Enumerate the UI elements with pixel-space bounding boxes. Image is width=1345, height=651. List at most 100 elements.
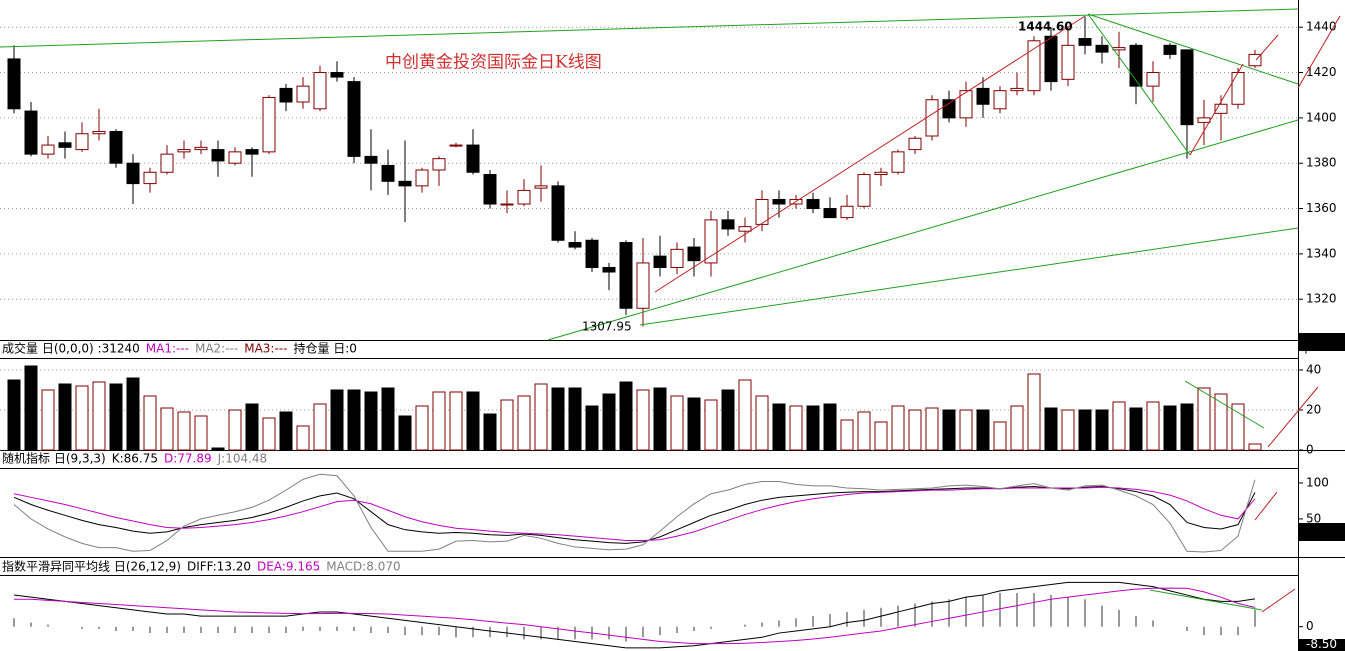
- volume-bar: [313, 403, 327, 451]
- candle-body: [262, 96, 276, 153]
- volume-bar: [330, 389, 344, 451]
- volume-bar: [483, 413, 497, 451]
- volume-bar: [653, 387, 667, 451]
- candle-body: [704, 219, 718, 264]
- candle-body: [177, 149, 191, 153]
- candle-body: [925, 99, 939, 137]
- series-line: [13, 473, 1256, 553]
- candle-body: [143, 171, 157, 185]
- candle-body: [211, 149, 225, 162]
- volume-bar: [755, 395, 769, 451]
- volume-bar: [517, 395, 531, 451]
- candle-body: [857, 174, 871, 207]
- volume-bar: [823, 403, 837, 451]
- volume-bar: [75, 385, 89, 451]
- panel-header: 成交量 日(0,0,0) :31240: [2, 341, 140, 356]
- y-tick-label: 1400: [1306, 110, 1337, 124]
- y-tick-label: 1380: [1306, 156, 1337, 170]
- volume-bar: [364, 391, 378, 451]
- volume-bar: [415, 405, 429, 451]
- candle-body: [92, 130, 106, 135]
- candle-body: [993, 90, 1007, 110]
- candle-body: [1146, 72, 1160, 87]
- volume-bar: [500, 399, 514, 451]
- volume-bar: [449, 391, 463, 451]
- panel-header: MACD:8.070: [326, 560, 400, 574]
- volume-bar: [143, 395, 157, 451]
- candle-body: [1248, 53, 1262, 67]
- y-tick-label: 1440: [1306, 20, 1337, 34]
- candle-body: [1027, 40, 1041, 92]
- panel-header: DIFF:13.20: [187, 560, 251, 574]
- candle-body: [160, 153, 174, 173]
- candle-body: [636, 262, 650, 309]
- candle-body: [75, 133, 89, 151]
- volume-bar: [1061, 409, 1075, 451]
- candle-body: [551, 185, 565, 241]
- volume-bar: [381, 387, 395, 451]
- candle-body: [653, 255, 667, 268]
- candle-body: [126, 162, 140, 185]
- candle-body: [432, 158, 446, 171]
- candle-body: [619, 242, 633, 309]
- marks: 1320 1340 1360 1380 1400 1420 1440 0 20 40 成交量 日(0…: [0, 16, 1337, 651]
- panel-header: 随机指标 日(9,3,3): [2, 451, 106, 466]
- candle-body: [330, 72, 344, 78]
- volume-bar: [942, 409, 956, 451]
- volume-bar: [1129, 407, 1143, 451]
- volume-bar: [670, 395, 684, 451]
- volume-bar: [636, 389, 650, 451]
- series-line: [14, 587, 1256, 645]
- candle-body: [466, 144, 480, 173]
- y-tick-label: 1360: [1306, 201, 1337, 215]
- y-tick-label: 1340: [1306, 246, 1337, 260]
- candle-body: [1180, 49, 1194, 126]
- volume-bar: [432, 391, 446, 451]
- y-tick-label: 1320: [1306, 292, 1337, 306]
- volume-bar: [1146, 401, 1160, 451]
- candle-body: [1231, 72, 1245, 105]
- y-tick-label: 20: [1306, 403, 1321, 417]
- volume-bar: [789, 405, 803, 451]
- volume-bar: [704, 399, 718, 451]
- candle-body: [942, 99, 956, 119]
- y-tick-label: 0: [1306, 619, 1314, 633]
- panel-header: DEA:9.165: [257, 560, 320, 574]
- y-tick-label: 0: [1306, 443, 1314, 457]
- volume-bar: [738, 379, 752, 451]
- annotation: 1444.60: [1018, 20, 1073, 34]
- candle-body: [755, 198, 769, 225]
- volume-bar: [993, 421, 1007, 451]
- candle-body: [1197, 117, 1211, 123]
- volume-bar: [228, 409, 242, 451]
- trendlines: [0, 8, 1341, 613]
- volume-bar: [1197, 387, 1211, 451]
- panel-header: 持仓量 日:0: [293, 341, 357, 356]
- volume-bar: [296, 425, 310, 451]
- candle-body: [398, 180, 412, 187]
- candle-body: [1010, 87, 1024, 92]
- chart-title: 中创黄金投资国际金日K线图: [385, 53, 602, 73]
- candle-body: [534, 185, 548, 189]
- candle-body: [568, 242, 582, 248]
- candle-body: [806, 198, 820, 210]
- volume-bar: [1180, 403, 1194, 451]
- axis-unit: 千: [1300, 342, 1312, 356]
- candle-body: [279, 87, 293, 103]
- candle-body: [959, 90, 973, 119]
- volume-bar: [1044, 407, 1058, 451]
- volume-bar: [568, 387, 582, 451]
- candle-body: [908, 137, 922, 151]
- candle-body: [738, 226, 752, 232]
- volume-bar: [840, 419, 854, 451]
- candle-body: [1214, 103, 1228, 114]
- candle-body: [500, 203, 514, 206]
- candle-body: [1044, 35, 1058, 83]
- volume-bar: [109, 383, 123, 451]
- volume-bar: [534, 383, 548, 451]
- candle-body: [296, 85, 310, 103]
- volume-bar: [908, 409, 922, 451]
- candle-body: [891, 151, 905, 173]
